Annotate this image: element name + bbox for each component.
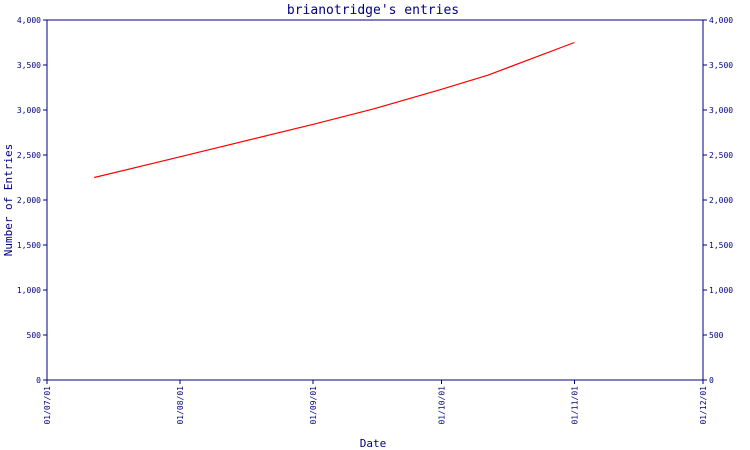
y-tick-label-right: 1,000 <box>709 286 733 295</box>
x-axis-label: Date <box>360 437 387 450</box>
y-tick-label-left: 2,500 <box>17 151 41 160</box>
y-tick-label-left: 1,000 <box>17 286 41 295</box>
y-tick-label-left: 4,000 <box>17 16 41 25</box>
y-tick-label-right: 0 <box>709 376 714 385</box>
x-tick-label: 01/12/01 <box>699 386 708 425</box>
x-tick-label: 01/10/01 <box>437 386 446 425</box>
y-tick-label-left: 3,000 <box>17 106 41 115</box>
plot-frame <box>46 19 704 381</box>
y-tick-label-right: 2,500 <box>709 151 733 160</box>
y-tick-label-left: 3,500 <box>17 61 41 70</box>
y-tick-label-right: 3,500 <box>709 61 733 70</box>
series-group <box>94 41 575 179</box>
x-tick-label: 01/08/01 <box>176 386 185 425</box>
y-tick-label-right: 4,000 <box>709 16 733 25</box>
y-tick-label-right: 1,500 <box>709 241 733 250</box>
series-line <box>94 41 575 179</box>
x-tick-label: 01/09/01 <box>309 386 318 425</box>
y-tick-label-right: 500 <box>709 331 724 340</box>
axes-group: 0 0 500 500 1,000 1,000 1,500 1,500 2,000 2,000 2,… <box>17 16 733 425</box>
x-tick-label: 01/07/01 <box>43 386 52 425</box>
y-axis-label: Number of Entries <box>2 144 15 257</box>
y-tick-label-left: 0 <box>36 376 41 385</box>
chart-title: brianotridge's entries <box>287 3 459 18</box>
y-tick-label-right: 2,000 <box>709 196 733 205</box>
y-tick-label-left: 1,500 <box>17 241 41 250</box>
y-tick-label-right: 3,000 <box>709 106 733 115</box>
y-tick-label-left: 2,000 <box>17 196 41 205</box>
y-tick-label-left: 500 <box>27 331 42 340</box>
x-tick-label: 01/11/01 <box>570 386 579 425</box>
